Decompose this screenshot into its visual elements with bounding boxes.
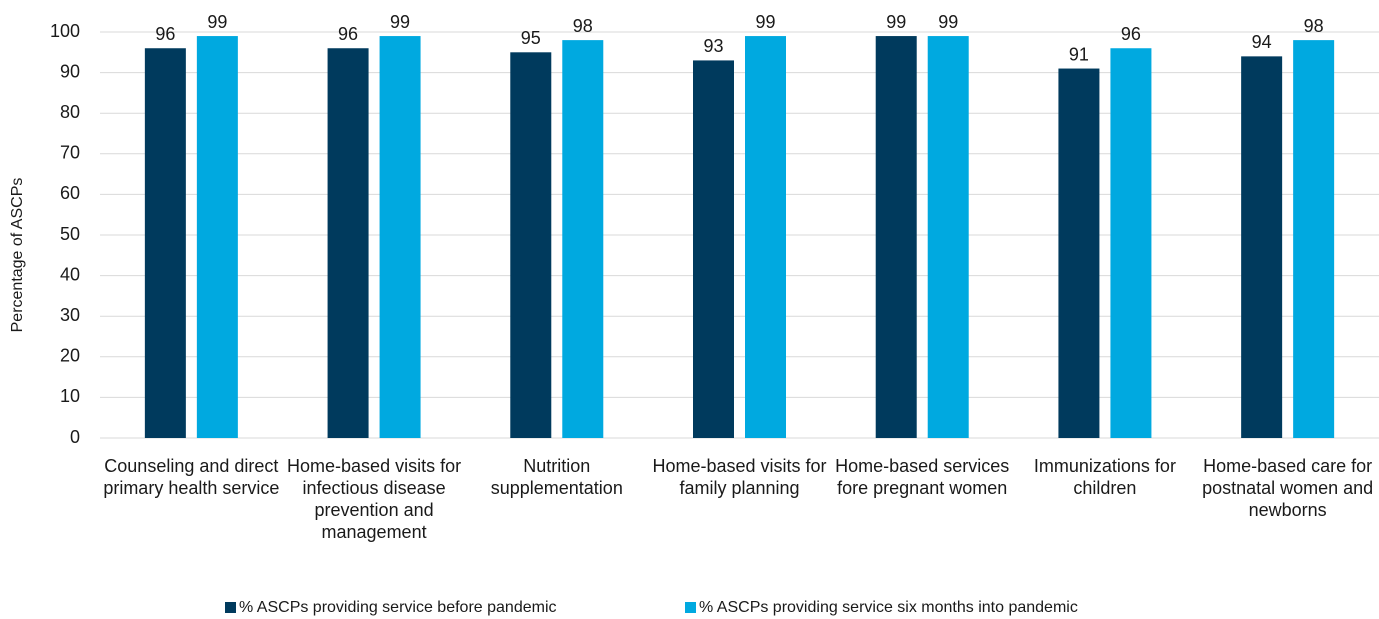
y-tick-label: 30 bbox=[60, 305, 80, 325]
bar bbox=[379, 36, 421, 439]
x-tick-label: Home-based visits for infectious disease… bbox=[287, 456, 462, 542]
data-label: 99 bbox=[207, 12, 227, 32]
bar bbox=[1241, 56, 1283, 439]
x-tick-label: Counseling and direct primary health ser… bbox=[103, 456, 280, 498]
x-tick-label: Home-based care for postnatal women and … bbox=[1202, 456, 1374, 520]
data-label: 96 bbox=[1121, 24, 1141, 44]
x-tick-label: Home-based services fore pregnant women bbox=[835, 456, 1010, 498]
bar bbox=[562, 40, 604, 439]
bar bbox=[1293, 40, 1335, 439]
bar bbox=[327, 48, 369, 439]
legend-label: % ASCPs providing service six months int… bbox=[699, 599, 1078, 616]
bar bbox=[1110, 48, 1152, 439]
data-label: 96 bbox=[338, 24, 358, 44]
y-tick-label: 20 bbox=[60, 346, 80, 366]
y-tick-label: 90 bbox=[60, 61, 80, 81]
bar bbox=[745, 36, 786, 439]
legend-swatch bbox=[225, 602, 236, 613]
y-tick-label: 0 bbox=[70, 427, 80, 447]
bar bbox=[1058, 68, 1100, 438]
data-label: 99 bbox=[886, 12, 906, 32]
y-tick-label: 80 bbox=[60, 102, 80, 122]
legend-swatch bbox=[685, 602, 696, 613]
data-label: 98 bbox=[573, 16, 593, 36]
data-label: 99 bbox=[938, 12, 958, 32]
data-label: 93 bbox=[703, 36, 723, 56]
x-tick-label: Immunizations for children bbox=[1033, 456, 1176, 498]
y-axis-label: Percentage of ASCPs bbox=[9, 178, 26, 333]
x-tick-label: Home-based visits for family planning bbox=[652, 456, 827, 498]
bar bbox=[927, 36, 969, 439]
y-tick-label: 60 bbox=[60, 183, 80, 203]
bar bbox=[196, 36, 238, 439]
bar bbox=[510, 52, 552, 439]
bar bbox=[875, 36, 917, 439]
data-label: 96 bbox=[155, 24, 175, 44]
y-tick-label: 10 bbox=[60, 386, 80, 406]
x-tick-label: Nutrition supplementation bbox=[490, 456, 623, 498]
bar bbox=[693, 60, 734, 439]
data-label: 99 bbox=[755, 12, 775, 32]
data-label: 98 bbox=[1304, 16, 1324, 36]
y-tick-label: 70 bbox=[60, 143, 80, 163]
data-label: 91 bbox=[1069, 44, 1089, 64]
data-label: 99 bbox=[390, 12, 410, 32]
bar bbox=[144, 48, 186, 439]
y-tick-label: 100 bbox=[50, 21, 80, 41]
data-label: 94 bbox=[1252, 32, 1272, 52]
y-tick-label: 40 bbox=[60, 264, 80, 284]
y-tick-label: 50 bbox=[60, 224, 80, 244]
legend-label: % ASCPs providing service before pandemi… bbox=[239, 599, 557, 616]
data-label: 95 bbox=[521, 28, 541, 48]
